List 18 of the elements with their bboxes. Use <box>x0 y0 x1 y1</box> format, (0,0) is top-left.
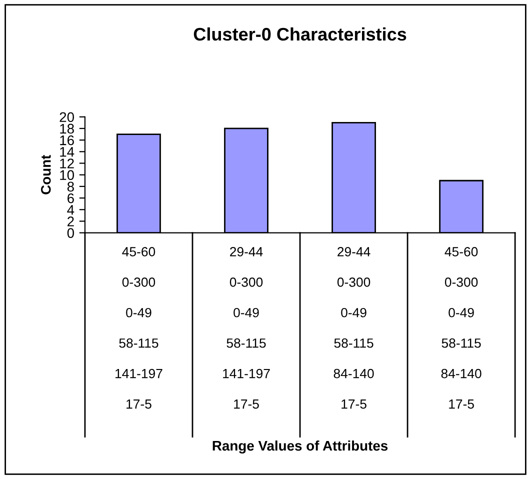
y-tick-label: 18 <box>60 124 74 134</box>
y-tick-label: 8 <box>67 182 74 192</box>
y-tick-label: 14 <box>60 147 74 157</box>
y-tick-label: 4 <box>67 205 74 215</box>
category-label: 29-44 0-300 0-49 58-115 84-140 17-5 <box>334 247 374 409</box>
y-tick-label: 6 <box>68 193 74 204</box>
y-tick-label: 12 <box>60 158 74 168</box>
y-tick-label: 0 <box>67 228 74 238</box>
y-tick-label: 2 <box>68 216 74 226</box>
category-label: 45-60 0-300 0-49 58-115 141-197 17-5 <box>116 247 162 409</box>
text: Range Values of Attributes <box>212 440 388 454</box>
y-tick-label: 10 <box>60 170 74 180</box>
chart-title: Cluster-0 Characteristics <box>194 27 406 41</box>
category-label: 45-60 0-300 0-49 58-115 84-140 17-5 <box>441 247 482 409</box>
category-label: 29-44 0-300 0-49 58-115 141-197 17-5 <box>223 247 270 409</box>
y-tick-label: 16 <box>60 135 74 146</box>
y-axis-title: Count <box>40 154 51 194</box>
y-tick-label: 20 <box>60 112 74 122</box>
